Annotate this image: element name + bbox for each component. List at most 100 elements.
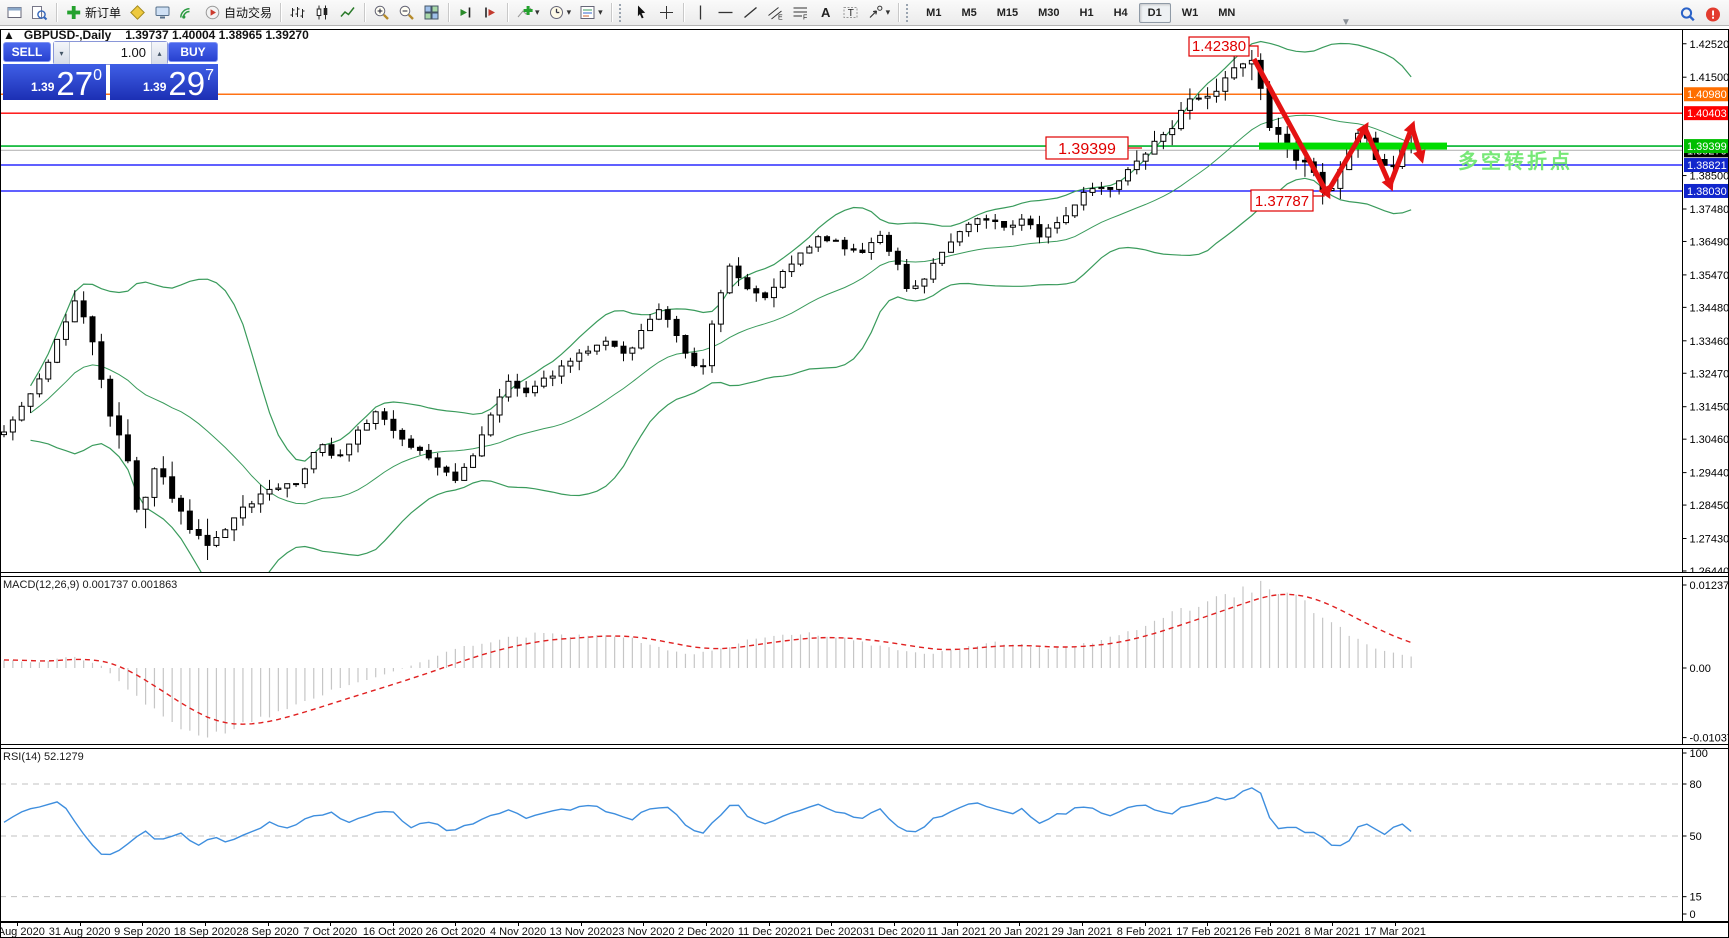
pane-splitter-2[interactable] bbox=[0, 744, 1729, 749]
search-button[interactable] bbox=[1675, 2, 1700, 26]
toolbar-grip[interactable] bbox=[618, 3, 624, 22]
rsi-tick: 100 bbox=[1690, 749, 1708, 760]
auto-scroll-button[interactable] bbox=[453, 1, 478, 25]
templates-dropdown-icon[interactable]: ▾ bbox=[598, 7, 603, 17]
profiles-button[interactable] bbox=[27, 1, 52, 25]
price-callout-box[interactable] bbox=[1250, 189, 1314, 212]
chart-shift-button[interactable] bbox=[478, 1, 503, 25]
price-tick: 1.26440 bbox=[1690, 566, 1729, 572]
trend-icon bbox=[743, 6, 757, 19]
rsi-tick: 0 bbox=[1690, 909, 1696, 921]
panel-collapse-icon[interactable]: ▲ bbox=[3, 28, 15, 42]
date-tick-mark bbox=[1081, 923, 1083, 926]
macd-signal-line bbox=[3, 593, 1412, 725]
rsi-pane[interactable]: 100 80 50 15 0 bbox=[0, 749, 1729, 922]
tile-windows-button[interactable] bbox=[419, 1, 444, 25]
svg-text:A: A bbox=[821, 5, 831, 20]
sell-price-sup: 0 bbox=[93, 67, 102, 84]
trend-arrow[interactable] bbox=[1362, 126, 1393, 187]
date-label: 1 Aug 2020 bbox=[0, 926, 45, 938]
new-order-button[interactable]: 新订单 bbox=[61, 1, 125, 25]
bar-chart-button[interactable] bbox=[285, 1, 310, 25]
cn-annotation[interactable]: 多空转折点 bbox=[1458, 149, 1573, 173]
svg-text:1.40403: 1.40403 bbox=[1687, 108, 1727, 120]
cursor-tool-button[interactable] bbox=[629, 1, 654, 25]
macd-pane[interactable]: 0.012372 0.00 -0.010374 bbox=[0, 577, 1729, 744]
timeframe-h4[interactable]: H4 bbox=[1113, 6, 1128, 19]
autotrading-button[interactable]: 自动交易 bbox=[200, 1, 276, 25]
date-label: 7 Oct 2020 bbox=[303, 926, 358, 938]
date-label: 31 Dec 2020 bbox=[862, 926, 926, 938]
volume-value[interactable]: 1.00 bbox=[120, 45, 146, 60]
volume-decrease-button[interactable]: ▾ bbox=[54, 42, 70, 64]
trend-arrow[interactable] bbox=[1251, 57, 1330, 195]
market-watch-button[interactable] bbox=[125, 1, 150, 25]
shapes-icon bbox=[869, 5, 883, 18]
vertical-line-tool-button[interactable] bbox=[688, 1, 713, 25]
templates-button[interactable]: ▾ bbox=[575, 1, 607, 25]
text-tool-button[interactable]: A bbox=[813, 1, 838, 25]
zoom-in-button[interactable] bbox=[369, 1, 394, 25]
data-window-button[interactable] bbox=[150, 1, 175, 25]
horizontal-line-tool-button[interactable] bbox=[713, 1, 738, 25]
trendline-tool-button[interactable] bbox=[738, 1, 763, 25]
tile-icon bbox=[424, 5, 439, 20]
periods-dropdown-icon[interactable]: ▾ bbox=[566, 7, 572, 17]
candlestick-chart-button[interactable] bbox=[310, 1, 335, 25]
toolbar-separator bbox=[448, 3, 450, 22]
date-tick-mark bbox=[1269, 923, 1271, 926]
price-tick: 1.37480 bbox=[1690, 204, 1729, 216]
cursor-icon bbox=[637, 5, 645, 19]
volume-increase-button[interactable]: ▴ bbox=[151, 42, 167, 64]
date-label: 23 Nov 2020 bbox=[612, 926, 675, 938]
linech-icon bbox=[340, 7, 355, 17]
buy-price-big: 29 bbox=[168, 64, 206, 102]
date-label: 13 Nov 2020 bbox=[549, 926, 612, 938]
date-label: 2 Dec 2020 bbox=[677, 926, 735, 938]
timeframe-d1[interactable]: D1 bbox=[1138, 2, 1171, 23]
indicators-dropdown-icon[interactable]: ▾ bbox=[535, 7, 540, 17]
periods-button[interactable]: ▾ bbox=[544, 1, 576, 25]
sell-button[interactable]: SELL bbox=[3, 42, 51, 62]
timeframe-m1[interactable]: M1 bbox=[926, 6, 942, 19]
date-label: 29 Jan 2021 bbox=[1051, 926, 1113, 938]
zoom-out-button[interactable] bbox=[394, 1, 419, 25]
volume-stepper[interactable]: ▾ 1.00 ▴ bbox=[53, 41, 168, 65]
new-chart-button[interactable] bbox=[2, 1, 27, 25]
notifications-button[interactable] bbox=[1700, 2, 1725, 26]
dock-collapse-icon[interactable]: ▼ bbox=[1341, 17, 1351, 28]
timeframe-w1[interactable]: W1 bbox=[1181, 6, 1199, 19]
arrows-tool-button[interactable]: ▾ bbox=[863, 1, 895, 25]
date-label: 11 Dec 2020 bbox=[737, 926, 800, 938]
fibonacci-tool-button[interactable]: F bbox=[788, 1, 813, 25]
date-label: 9 Sep 2020 bbox=[114, 926, 171, 938]
buy-button[interactable]: BUY bbox=[168, 42, 218, 62]
bars-icon bbox=[290, 7, 305, 18]
price-tick: 1.32470 bbox=[1690, 368, 1729, 380]
line-chart-button[interactable] bbox=[335, 1, 360, 25]
buy-price[interactable]: 1.39 29 7 bbox=[110, 64, 218, 100]
crosshair-tool-button[interactable] bbox=[654, 1, 679, 25]
toolbar-separator bbox=[280, 3, 282, 22]
timeframe-m15[interactable]: M15 bbox=[996, 6, 1019, 19]
trend-arrow[interactable] bbox=[1387, 126, 1415, 186]
equidistant-channel-tool-button[interactable]: E bbox=[763, 1, 788, 25]
trend-arrow[interactable] bbox=[1324, 126, 1368, 195]
toolbar-grip[interactable] bbox=[906, 3, 911, 22]
signals-button[interactable] bbox=[175, 1, 200, 25]
timeframe-mn[interactable]: MN bbox=[1218, 6, 1236, 19]
rsi-tick: 80 bbox=[1690, 779, 1702, 791]
diamond-icon bbox=[130, 5, 145, 20]
arrows-tool-dropdown-icon[interactable]: ▾ bbox=[885, 7, 891, 17]
timeframe-m30[interactable]: M30 bbox=[1038, 6, 1060, 19]
sell-price[interactable]: 1.39 27 0 bbox=[3, 64, 106, 100]
price-chart-pane[interactable]: 1.42380 1.39399 1.37787 多空转折点 1.42520 1.41500… bbox=[0, 30, 1729, 572]
pane-splitter-1[interactable] bbox=[0, 572, 1729, 577]
macd-tick: 0.012372 bbox=[1690, 580, 1729, 592]
date-tick-mark bbox=[1144, 923, 1146, 926]
timeframe-h1[interactable]: H1 bbox=[1079, 6, 1094, 19]
indicators-button[interactable]: ▾ bbox=[512, 1, 544, 25]
timeframe-m5[interactable]: M5 bbox=[961, 6, 977, 19]
text-label-tool-button[interactable]: T bbox=[838, 1, 863, 25]
